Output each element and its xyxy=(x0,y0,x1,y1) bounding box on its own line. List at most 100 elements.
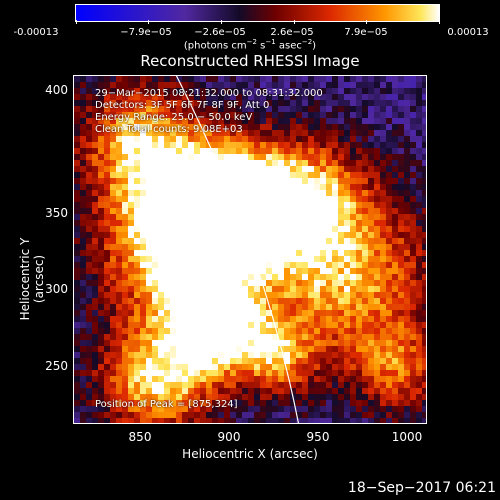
heatmap-cell xyxy=(254,130,260,136)
heatmap-cell xyxy=(350,226,356,232)
heatmap-cell xyxy=(314,358,320,364)
heatmap-cell xyxy=(296,112,302,118)
heatmap-cell xyxy=(188,292,194,298)
heatmap-cell xyxy=(356,232,362,238)
heatmap-cell xyxy=(122,202,128,208)
heatmap-cell xyxy=(230,106,236,112)
heatmap-cell xyxy=(308,274,314,280)
heatmap-cell xyxy=(182,316,188,322)
heatmap-cell xyxy=(164,124,170,130)
heatmap-cell xyxy=(110,418,116,423)
heatmap-cell xyxy=(128,394,134,400)
heatmap-cell xyxy=(254,388,260,394)
heatmap-cell xyxy=(182,202,188,208)
heatmap-cell xyxy=(188,394,194,400)
heatmap-cell xyxy=(200,232,206,238)
heatmap-cell xyxy=(416,82,422,88)
heatmap-cell xyxy=(326,196,332,202)
heatmap-cell xyxy=(170,292,176,298)
heatmap-cell xyxy=(308,112,314,118)
heatmap-cell xyxy=(110,364,116,370)
heatmap-cell xyxy=(92,208,98,214)
heatmap-cell xyxy=(128,208,134,214)
heatmap-cell xyxy=(326,226,332,232)
heatmap-cell xyxy=(86,400,92,406)
heatmap-cell xyxy=(272,226,278,232)
heatmap-cell xyxy=(356,334,362,340)
heatmap-cell xyxy=(350,112,356,118)
heatmap-cell xyxy=(284,94,290,100)
heatmap-cell xyxy=(404,352,410,358)
heatmap-cell xyxy=(380,406,386,412)
heatmap-cell xyxy=(110,382,116,388)
heatmap-cell xyxy=(110,244,116,250)
heatmap-cell xyxy=(392,352,398,358)
heatmap-cell xyxy=(164,226,170,232)
heatmap-cell xyxy=(182,214,188,220)
heatmap-cell xyxy=(104,418,110,423)
heatmap-cell xyxy=(314,304,320,310)
heatmap-cell xyxy=(338,178,344,184)
heatmap-cell xyxy=(122,304,128,310)
heatmap-cell xyxy=(128,82,134,88)
heatmap-cell xyxy=(278,76,284,82)
heatmap-cell xyxy=(200,268,206,274)
heatmap-cell xyxy=(416,118,422,124)
heatmap-cell xyxy=(140,370,146,376)
heatmap-cell xyxy=(368,370,374,376)
heatmap-cell xyxy=(86,244,92,250)
heatmap-cell xyxy=(314,376,320,382)
heatmap-cell xyxy=(410,400,416,406)
heatmap-cell xyxy=(74,130,80,136)
heatmap-cell xyxy=(320,190,326,196)
heatmap-cell xyxy=(410,382,416,388)
heatmap-cell xyxy=(386,292,392,298)
heatmap-cell xyxy=(218,358,224,364)
heatmap-cell xyxy=(302,412,308,418)
heatmap-cell xyxy=(110,328,116,334)
heatmap-cell xyxy=(302,238,308,244)
heatmap-cell xyxy=(218,220,224,226)
heatmap-cell xyxy=(302,280,308,286)
heatmap-cell xyxy=(422,160,426,166)
heatmap-cell xyxy=(410,94,416,100)
heatmap-cell xyxy=(380,88,386,94)
heatmap-cell xyxy=(236,388,242,394)
heatmap-cell xyxy=(386,358,392,364)
heatmap-cell xyxy=(356,268,362,274)
heatmap-cell xyxy=(278,298,284,304)
heatmap-cell xyxy=(356,100,362,106)
heatmap-cell xyxy=(308,280,314,286)
heatmap-cell xyxy=(230,100,236,106)
heatmap-cell xyxy=(356,250,362,256)
heatmap-cell xyxy=(374,358,380,364)
heatmap-cell xyxy=(284,376,290,382)
heatmap-cell xyxy=(344,172,350,178)
heatmap-cell xyxy=(158,214,164,220)
heatmap-cell xyxy=(296,328,302,334)
heatmap-cell xyxy=(80,268,86,274)
heatmap-cell xyxy=(164,88,170,94)
heatmap-cell xyxy=(170,412,176,418)
heatmap-cell xyxy=(116,154,122,160)
heatmap-cell xyxy=(392,100,398,106)
heatmap-cell xyxy=(290,382,296,388)
heatmap-cell xyxy=(356,238,362,244)
heatmap-cell xyxy=(86,184,92,190)
heatmap-cell xyxy=(416,106,422,112)
heatmap-cell xyxy=(206,310,212,316)
heatmap-cell xyxy=(404,358,410,364)
heatmap-cell xyxy=(188,280,194,286)
heatmap-cell xyxy=(200,412,206,418)
heatmap-cell xyxy=(182,340,188,346)
heatmap-cell xyxy=(392,172,398,178)
heatmap-cell xyxy=(182,166,188,172)
heatmap-cell xyxy=(380,412,386,418)
heatmap-cell xyxy=(314,394,320,400)
heatmap-cell xyxy=(404,322,410,328)
heatmap-cell xyxy=(332,196,338,202)
heatmap-cell xyxy=(344,226,350,232)
heatmap-cell xyxy=(302,142,308,148)
heatmap-cell xyxy=(206,334,212,340)
heatmap-cell xyxy=(266,388,272,394)
